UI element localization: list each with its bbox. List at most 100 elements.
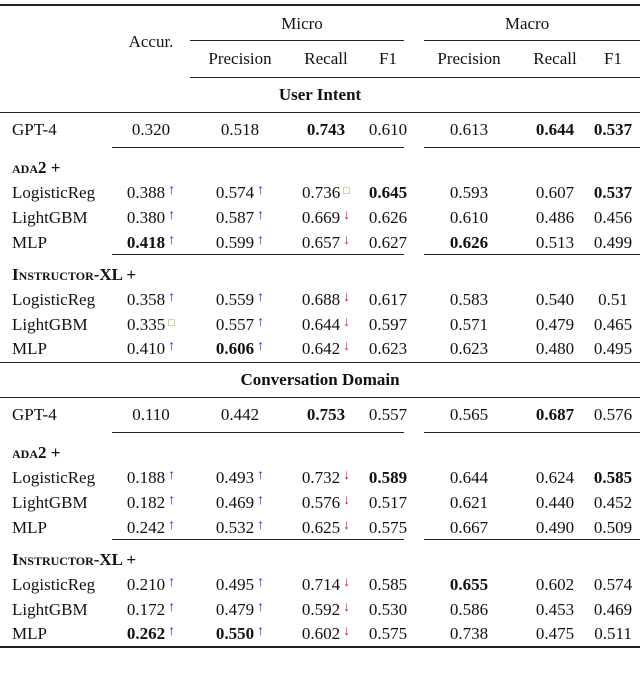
column-header: Precision (190, 41, 290, 78)
value-cell: 0.418 ↑ (112, 230, 190, 255)
value-cell: 0.442 (190, 397, 290, 433)
trend-mark: ↑ (257, 314, 265, 330)
trend-mark: ↑ (257, 599, 265, 615)
value-cell: 0.410 ↑ (112, 337, 190, 363)
trend-mark: ↓ (343, 289, 351, 305)
value: 0.495 (215, 574, 255, 594)
results-table: Accur. Micro Macro Precision Recall F1 Precisi… (0, 4, 640, 648)
value: 0.537 (593, 182, 633, 202)
value-cell: 0.587 ↑ (190, 205, 290, 230)
value: 0.688 (301, 289, 341, 309)
value: 0.589 (368, 467, 408, 487)
table-row: Instructor-XL + (0, 255, 640, 287)
row-name: LogisticReg (12, 574, 96, 594)
table-row: LightGBM 0.172 ↑ 0.479 ↑ 0.592 ↓ 0.530 0.586 0.45… (0, 597, 640, 622)
value-cell: 0.565 (414, 397, 525, 433)
value-cell: 0.627 (362, 230, 414, 255)
value: 0.479 (535, 314, 575, 334)
value-cell: 0.669 ↓ (290, 205, 362, 230)
value-cell: 0.585 (362, 572, 414, 597)
value-cell: 0.172 ↑ (112, 597, 190, 622)
value: 0.565 (449, 405, 489, 425)
row-name: MLP (0, 337, 112, 363)
row-name: LogisticReg (12, 467, 96, 487)
table-row: MLP 0.242 ↑ 0.532 ↑ 0.625 ↓ 0.575 0.667 0.490 0.50… (0, 515, 640, 540)
value: 0.486 (535, 207, 575, 227)
value: 0.599 (215, 232, 255, 252)
trend-mark: ↑ (257, 492, 265, 508)
value-cell: 0.617 (362, 287, 414, 312)
table-row: Instructor-XL + (0, 540, 640, 572)
value: 0.452 (593, 492, 633, 512)
value: 0.530 (368, 599, 408, 619)
value: 0.480 (535, 339, 575, 359)
trend-mark: ↑ (257, 182, 265, 198)
value: 0.645 (368, 182, 408, 202)
trend-mark: ↓ (343, 207, 351, 223)
value-cell: 0.625 ↓ (290, 515, 362, 540)
value: 0.575 (368, 517, 408, 537)
trend-mark: ↑ (257, 207, 265, 223)
value-cell: 0.469 (586, 597, 640, 622)
value-cell: 0.182 ↑ (112, 490, 190, 515)
value-cell: 0.626 (362, 205, 414, 230)
table-row: LightGBM 0.182 ↑ 0.469 ↑ 0.576 ↓ 0.517 0.621 0.44… (0, 490, 640, 515)
table-row: Precision Recall F1 Precision Recall F1 (0, 41, 640, 78)
value: 0.687 (535, 405, 575, 425)
value-cell: 0.557 ↑ (190, 312, 290, 337)
trend-mark: ↑ (168, 232, 176, 248)
value-cell: 0.550 ↑ (190, 622, 290, 648)
value-cell: 0.623 (362, 337, 415, 363)
value: 0.418 (126, 232, 166, 252)
value: 0.513 (535, 232, 575, 252)
value-cell: 0.624 (524, 465, 586, 490)
value-cell: 0.380 ↑ (112, 205, 190, 230)
value: 0.610 (449, 207, 489, 227)
row-name: LightGBM (12, 492, 88, 512)
value: 0.644 (301, 314, 341, 334)
value-cell: 0.499 (586, 230, 640, 255)
column-header: Accur. (112, 4, 190, 77)
value-cell: 0.490 (524, 515, 587, 540)
column-header: Recall (290, 41, 362, 78)
value: 0.644 (449, 467, 489, 487)
value: 0.602 (535, 574, 575, 594)
trend-mark: ↓ (343, 232, 351, 248)
value: 0.518 (220, 120, 260, 140)
group-label: Instructor-XL + (12, 550, 137, 569)
column-header: Recall (524, 41, 587, 78)
value: 0.607 (535, 182, 575, 202)
value-cell: 0.738 (414, 622, 525, 648)
table-row: ada2 + (0, 433, 640, 465)
value-cell: 0.644 (524, 112, 587, 148)
value: 0.655 (449, 574, 489, 594)
value: 0.714 (301, 574, 341, 594)
trend-mark: ↓ (343, 467, 351, 483)
value: 0.380 (126, 207, 166, 227)
page: Accur. Micro Macro Precision Recall F1 Precisi… (0, 4, 640, 682)
value-cell: 0.688 ↓ (290, 287, 362, 312)
value-cell: 0.607 (524, 180, 586, 205)
table-row: LogisticReg 0.358 ↑ 0.559 ↑ 0.688 ↓ 0.617 0.583 0… (0, 287, 640, 312)
value: 0.495 (593, 339, 633, 359)
value: 0.626 (368, 207, 408, 227)
value: 0.610 (368, 120, 408, 140)
value: 0.583 (449, 289, 489, 309)
value-cell: 0.589 (362, 465, 414, 490)
value: 0.532 (215, 517, 255, 537)
value-cell: 0.610 (414, 205, 524, 230)
value: 0.335 (127, 314, 166, 334)
value-cell: 0.262 ↑ (112, 622, 190, 648)
row-name: GPT-4 (12, 120, 57, 140)
value: 0.490 (535, 517, 575, 537)
trend-mark: ↑ (168, 624, 176, 639)
trend-mark: ↓ (343, 314, 351, 330)
value: 0.509 (593, 517, 633, 537)
table-row: Conversation Domain (0, 362, 640, 398)
value-cell: 0.465 (586, 312, 640, 337)
value: 0.493 (215, 467, 255, 487)
value: 0.626 (449, 232, 489, 252)
value: 0.388 (126, 182, 166, 202)
value-cell: 0.559 ↑ (190, 287, 290, 312)
trend-mark: ↑ (257, 232, 265, 248)
